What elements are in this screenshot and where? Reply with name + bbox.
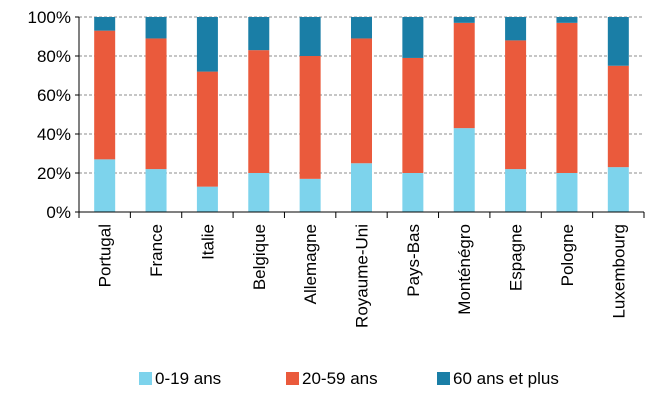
bar-segment	[145, 38, 167, 170]
legend-swatch	[286, 372, 299, 385]
x-tick-label: Portugal	[96, 224, 115, 287]
y-tick-label: 60%	[37, 86, 71, 105]
y-tick-label: 100%	[28, 8, 71, 27]
bar-segment	[351, 17, 372, 39]
bar-segment	[299, 178, 321, 212]
bar-segment	[145, 169, 167, 212]
legend-label: 0-19 ans	[155, 369, 221, 388]
bar-segment	[299, 56, 321, 179]
x-tick-label: Royaume-Uni	[353, 224, 372, 328]
axes	[75, 16, 645, 218]
bar-segment	[505, 40, 527, 170]
bar-segment	[556, 22, 578, 173]
bar-segment	[402, 173, 424, 212]
x-tick-label: Espagne	[507, 224, 526, 291]
bar-segment	[556, 17, 578, 23]
y-tick-label: 40%	[37, 125, 71, 144]
bar-segment	[453, 22, 475, 129]
bar-segment	[94, 159, 116, 212]
bar-segment	[351, 163, 372, 212]
bar-segment	[196, 17, 218, 72]
bar-segment	[94, 30, 116, 160]
bar-segment	[196, 186, 218, 212]
x-tick-label: Allemagne	[301, 224, 320, 304]
bar-segment	[505, 169, 527, 212]
x-tick-label: Pologne	[558, 224, 577, 286]
bar-segment	[351, 38, 372, 164]
bar-segment	[196, 71, 218, 187]
x-tick-label: Belgique	[250, 224, 269, 290]
bar-segment	[94, 17, 116, 31]
legend-label: 60 ans et plus	[453, 369, 559, 388]
bar-segment	[607, 17, 629, 66]
legend-swatch	[139, 372, 152, 385]
x-tick-label: Pays-Bas	[404, 224, 423, 297]
bars	[94, 17, 629, 212]
y-tick-label: 0%	[46, 203, 71, 222]
x-tick-label: Italie	[198, 224, 217, 260]
x-tick-label: France	[147, 224, 166, 277]
y-tick-label: 20%	[37, 164, 71, 183]
bar-segment	[248, 173, 270, 212]
x-axis-tick-labels: Portugal France Italie Belgique Allemagne Roy…	[96, 224, 629, 328]
y-tick-label: 80%	[37, 47, 71, 66]
bar-segment	[607, 65, 629, 168]
bar-segment	[248, 17, 270, 51]
bar-segment	[505, 17, 527, 41]
legend: 0-19 ans 20-59 ans 60 ans et plus	[139, 369, 559, 388]
legend-swatch	[437, 372, 450, 385]
legend-label: 20-59 ans	[302, 369, 378, 388]
bar-segment	[299, 17, 321, 56]
x-tick-label: Monténégro	[455, 224, 474, 315]
bar-segment	[607, 167, 629, 212]
bar-segment	[145, 17, 167, 39]
y-axis-tick-labels: 0% 20% 40% 60% 80% 100%	[28, 8, 71, 222]
bar-segment	[453, 128, 475, 212]
bar-segment	[556, 173, 578, 212]
bar-segment	[402, 57, 424, 174]
x-tick-label: Luxembourg	[609, 224, 628, 319]
bar-segment	[248, 50, 270, 173]
bar-segment	[402, 17, 424, 58]
bar-segment	[453, 17, 475, 23]
